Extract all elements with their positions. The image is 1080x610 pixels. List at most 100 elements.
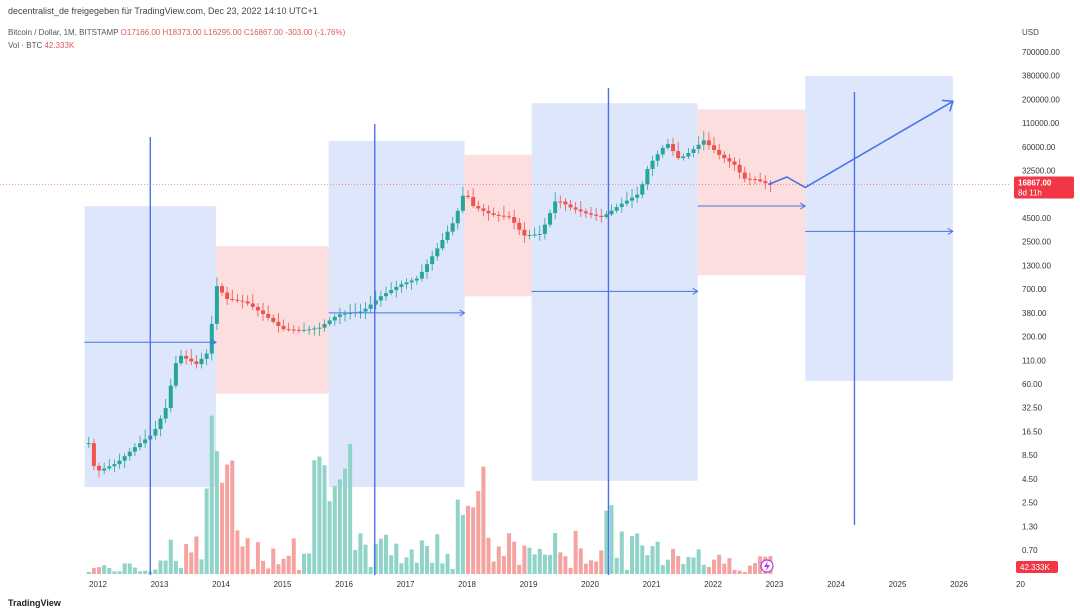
price-tag[interactable]: 16867.00 8d 11h (1014, 176, 1074, 199)
volume-bar (255, 542, 260, 574)
candle-body (368, 304, 373, 309)
candle-body (763, 181, 768, 184)
candle-body (635, 194, 640, 198)
volume-bar (317, 456, 322, 574)
candle-body (399, 284, 404, 287)
candle-body (624, 200, 629, 204)
candle-body (573, 207, 578, 210)
currency-label: USD (1022, 28, 1039, 37)
candle-body (378, 296, 383, 301)
volume-bar (163, 560, 168, 574)
candle-body (163, 408, 168, 419)
candle-body (117, 460, 122, 465)
candle-body (184, 355, 189, 359)
y-tick-label: 1.30 (1022, 522, 1038, 531)
volume-bar (404, 557, 409, 574)
candle-body (507, 216, 512, 218)
candle-body (527, 235, 532, 237)
volume-bar (138, 571, 143, 574)
candle-body (189, 358, 194, 362)
blue-zone-4 (531, 103, 698, 481)
candle-body (548, 213, 553, 225)
candle-body (512, 217, 517, 223)
y-axis-ticks: 700000.00 380000.00 200000.00 110000.00 6000… (1022, 48, 1060, 555)
candle-body (296, 329, 301, 331)
candle-body (194, 361, 199, 365)
volume-bar (630, 536, 635, 574)
lightning-icon[interactable] (760, 559, 774, 573)
candle-body (158, 418, 163, 430)
candle-body (261, 310, 266, 314)
volume-bar (419, 540, 424, 574)
volume-bar (414, 562, 419, 574)
candle-body (722, 154, 727, 159)
candle-body (681, 156, 686, 159)
volume-bar (712, 559, 717, 574)
candle-body (491, 213, 496, 215)
candle-body (553, 201, 558, 214)
volume-bar (450, 568, 455, 574)
volume-tag[interactable]: 42.333K (1016, 561, 1058, 573)
volume-bar (117, 571, 122, 574)
candle-body (209, 323, 214, 354)
range-arrow-head (210, 338, 218, 346)
candle-body (317, 327, 322, 329)
candle-body (266, 313, 271, 318)
volume-bar (548, 554, 553, 574)
volume-bar (583, 563, 588, 574)
candle-body (220, 286, 225, 293)
volume-bar (476, 491, 481, 574)
candle-body (455, 210, 460, 224)
volume-bar (291, 538, 296, 574)
volume-bar (496, 546, 501, 574)
volume-bar (537, 548, 542, 574)
volume-bar (399, 563, 404, 574)
candle-body (460, 195, 465, 211)
candle-body (91, 443, 96, 466)
x-tick-label: 2023 (766, 580, 784, 589)
candle-body (199, 358, 204, 365)
y-tick-label: 200000.00 (1022, 95, 1060, 104)
volume-bar (660, 565, 665, 574)
volume-label: Vol · BTC (8, 41, 43, 50)
volume-bar (240, 546, 245, 574)
candle-body (302, 329, 307, 331)
volume-bar (635, 533, 640, 574)
volume-bar (363, 544, 368, 574)
volume-bar (230, 460, 235, 574)
volume-bar (568, 567, 573, 574)
volume-bar (220, 482, 225, 574)
candle-body (250, 303, 255, 307)
volume-bar (619, 531, 624, 574)
candle-body (568, 204, 573, 208)
volume-tag-value: 42.333K (1020, 563, 1050, 572)
candle-body (471, 197, 476, 207)
volume-bar (204, 488, 209, 574)
candle-body (686, 152, 691, 157)
volume-bar (706, 566, 711, 574)
y-tick-label: 1300.00 (1022, 261, 1051, 270)
volume-bar (199, 559, 204, 574)
volume-bar (425, 546, 430, 574)
volume-bar (563, 556, 568, 574)
candle-body (450, 223, 455, 232)
volume-bar (686, 556, 691, 574)
volume-bar (553, 533, 558, 574)
tradingview-logo[interactable]: TradingView (8, 598, 61, 608)
volume-bar (491, 561, 496, 574)
candle-body (430, 256, 435, 265)
volume-bar (107, 568, 112, 574)
candle-body (440, 240, 445, 249)
x-tick-label: 2017 (397, 580, 415, 589)
candle-body (732, 161, 737, 165)
candle-body (281, 325, 286, 330)
candle-body (486, 210, 491, 214)
volume-bar (127, 563, 132, 574)
volume-bar (604, 510, 609, 574)
candle-body (127, 451, 132, 457)
candle-body (706, 140, 711, 146)
volume-bar (650, 546, 655, 574)
candle-body (230, 299, 235, 300)
volume-bar (276, 564, 281, 574)
